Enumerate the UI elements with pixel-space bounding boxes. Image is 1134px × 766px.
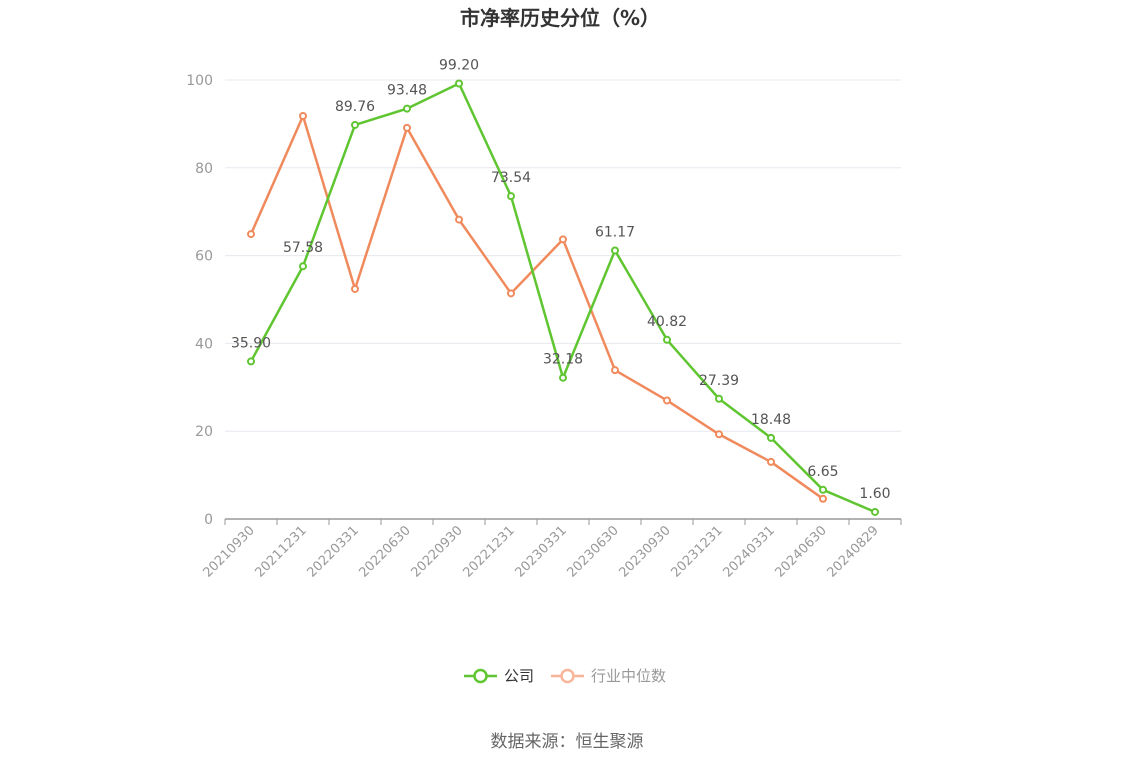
x-tick-label: 20230930 — [616, 523, 673, 580]
data-point[interactable] — [715, 394, 723, 403]
data-point[interactable] — [507, 192, 515, 201]
x-tick-label: 20220331 — [304, 523, 361, 580]
data-point[interactable] — [351, 120, 359, 129]
data-point[interactable] — [403, 123, 411, 132]
data-point[interactable] — [455, 215, 463, 224]
data-point[interactable] — [351, 284, 359, 293]
source-note: 数据来源：恒生聚源 — [491, 732, 644, 752]
data-label: 6.65 — [807, 464, 838, 480]
data-label: 40.82 — [647, 314, 687, 330]
series-line-1 — [249, 114, 824, 500]
data-point[interactable] — [663, 335, 671, 344]
data-point[interactable] — [663, 396, 671, 405]
x-tick-label: 20210930 — [200, 523, 257, 580]
legend-label: 公司 — [504, 667, 534, 685]
data-label: 73.54 — [491, 170, 531, 186]
x-tick-label: 20230630 — [564, 523, 621, 580]
x-tick-label: 20240630 — [772, 523, 829, 580]
data-label: 89.76 — [335, 99, 375, 115]
y-tick-label: 100 — [186, 73, 213, 89]
x-tick-label: 20240331 — [720, 523, 777, 580]
data-point[interactable] — [559, 235, 567, 244]
data-label: 35.90 — [231, 335, 271, 351]
x-axis: 2021093020211231202203312022063020220930… — [200, 518, 902, 581]
y-tick-label: 80 — [195, 161, 213, 177]
data-point[interactable] — [611, 366, 619, 375]
data-point[interactable] — [611, 246, 619, 255]
data-point[interactable] — [819, 485, 827, 494]
data-label: 32.18 — [543, 352, 583, 368]
data-point[interactable] — [455, 79, 463, 88]
data-label: 99.20 — [439, 58, 479, 74]
chart-title: 市净率历史分位（%） — [460, 6, 660, 30]
y-tick-label: 40 — [195, 336, 213, 352]
y-tick-label: 0 — [204, 512, 213, 528]
data-point[interactable] — [767, 457, 775, 466]
data-label: 57.58 — [283, 240, 323, 256]
legend[interactable]: 公司 行业中位数 — [464, 667, 666, 685]
x-tick-label: 20211231 — [252, 523, 309, 580]
y-axis: 0 20 40 60 80 100 — [186, 73, 213, 528]
y-tick-label: 60 — [195, 249, 213, 265]
data-labels: 35.90 57.58 89.76 93.48 99.20 73.54 32.18 61.17… — [231, 58, 891, 502]
data-point[interactable] — [871, 507, 879, 516]
x-tick-label: 20240829 — [824, 523, 881, 580]
series-line-0 — [249, 82, 876, 514]
x-tick-label: 20220930 — [408, 523, 465, 580]
legend-label: 行业中位数 — [591, 667, 666, 685]
gridlines — [225, 79, 901, 432]
data-label: 18.48 — [751, 412, 791, 428]
data-point[interactable] — [767, 433, 775, 442]
legend-marker — [560, 668, 575, 684]
legend-item-1[interactable]: 行业中位数 — [551, 667, 666, 685]
x-tick-label: 20221231 — [460, 523, 517, 580]
data-point[interactable] — [299, 111, 307, 120]
data-point[interactable] — [715, 430, 723, 439]
data-point[interactable] — [403, 104, 411, 113]
data-point[interactable] — [507, 289, 515, 298]
x-tick-label: 20220630 — [356, 523, 413, 580]
data-label: 93.48 — [387, 83, 427, 99]
legend-item-0[interactable]: 公司 — [464, 667, 534, 685]
x-tick-label: 20231231 — [668, 523, 725, 580]
data-point[interactable] — [247, 357, 255, 366]
series-points — [247, 79, 879, 516]
data-label: 61.17 — [595, 224, 635, 240]
data-label: 27.39 — [699, 373, 739, 389]
x-tick-label: 20230331 — [512, 523, 569, 580]
y-tick-label: 20 — [195, 424, 213, 440]
series-lines — [249, 82, 876, 514]
data-label: 1.60 — [859, 486, 890, 502]
data-point[interactable] — [819, 494, 827, 503]
data-point[interactable] — [247, 230, 255, 239]
data-point[interactable] — [299, 262, 307, 271]
legend-marker — [473, 668, 488, 684]
data-point[interactable] — [559, 373, 567, 382]
